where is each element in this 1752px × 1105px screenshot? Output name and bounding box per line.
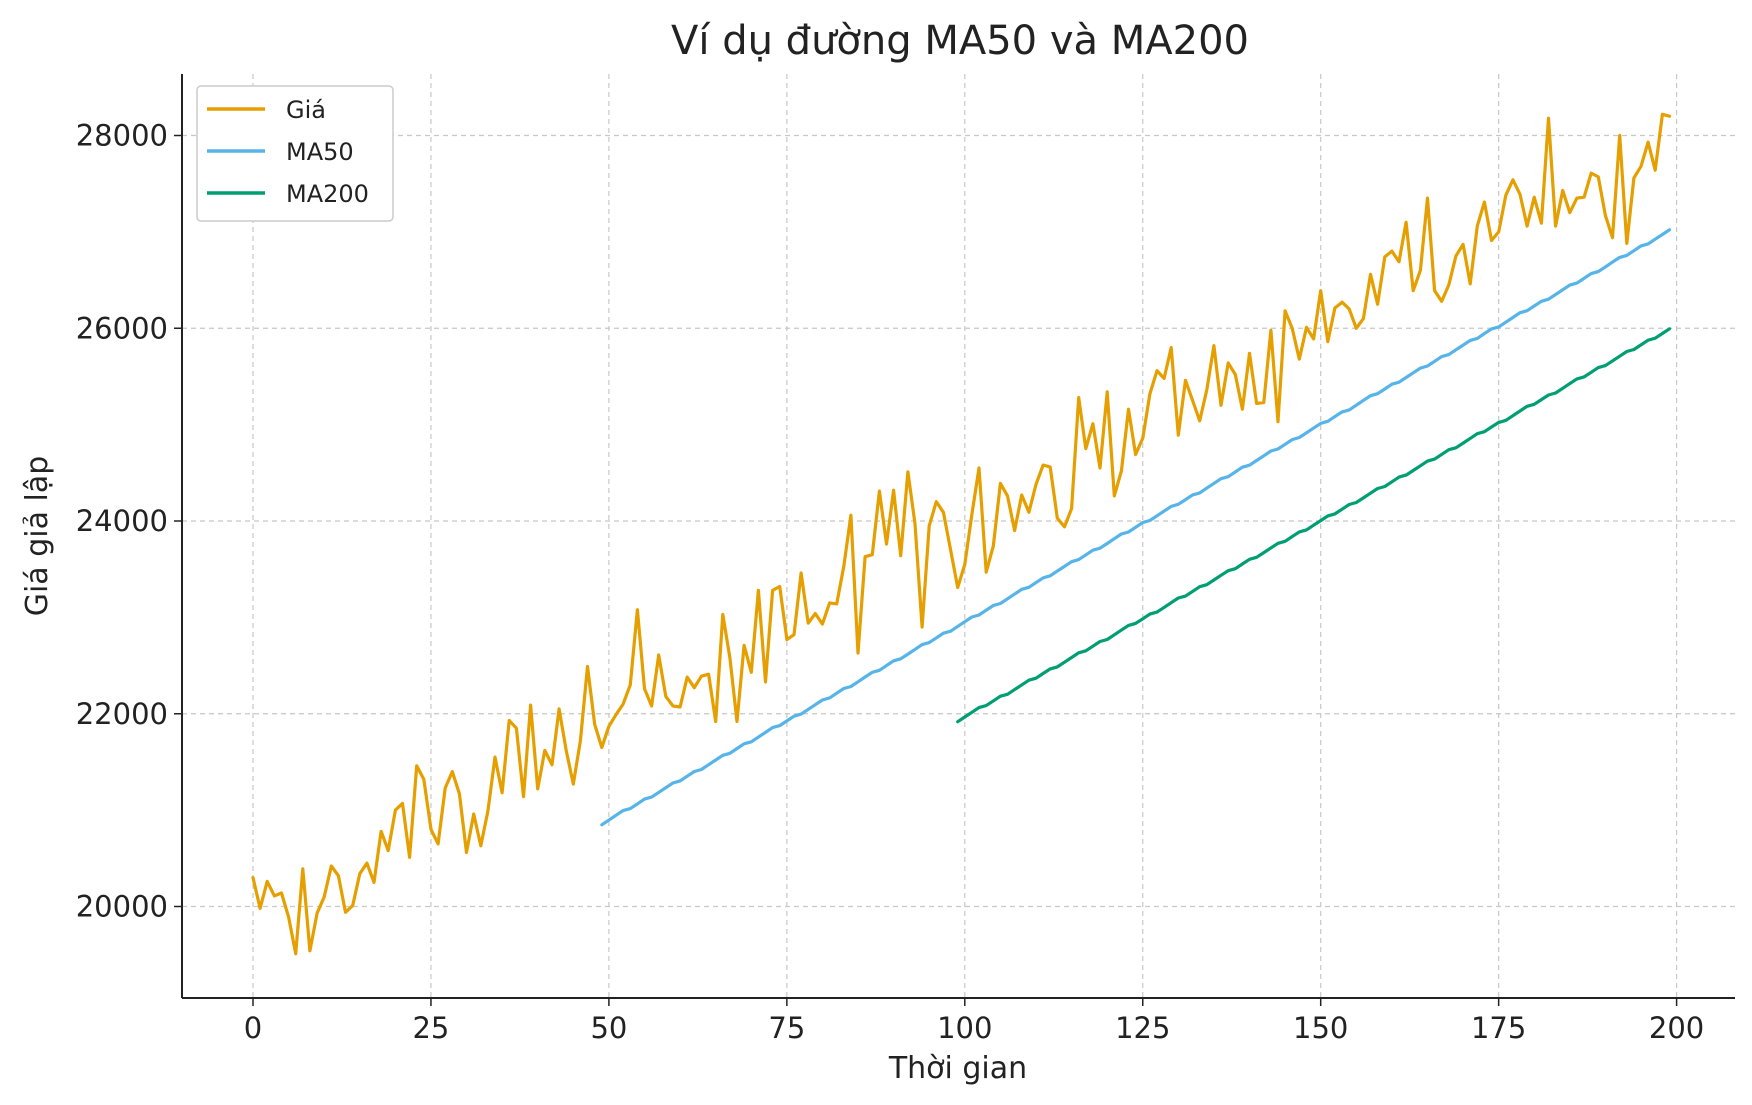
series-line-ma50 [600,228,1672,827]
legend-label-ma50: MA50 [286,138,354,166]
legend-box [196,85,394,222]
series-line-gia [251,112,1672,956]
x-tick-label: 100 [937,1011,992,1045]
x-tick-label: 200 [1649,1011,1704,1045]
series-line-ma200 [956,327,1672,724]
x-tick-label: 125 [1115,1011,1170,1045]
x-tick-label: 175 [1471,1011,1526,1045]
y-tick-label: 22000 [76,697,168,731]
x-tick-label: 150 [1293,1011,1348,1045]
y-axis-label: Giá giả lập [20,456,55,617]
series-layer [251,112,1672,956]
axes [181,74,1735,999]
ticks: 0 25 50 75 100 125 150 175 200 20000 22000 24000 260… [76,119,1705,1046]
y-tick-label: 20000 [76,890,168,924]
legend-label-ma200: MA200 [286,180,369,208]
x-tick-label: 25 [412,1011,449,1045]
legend: Giá MA50 MA200 [196,85,394,222]
x-tick-label: 75 [768,1011,805,1045]
y-tick-label: 24000 [76,504,168,538]
legend-label-gia: Giá [286,96,326,124]
x-axis-label: Thời gian [888,1051,1027,1086]
y-tick-label: 28000 [76,119,168,153]
x-tick-label: 50 [590,1011,627,1045]
y-tick-label: 26000 [76,311,168,345]
chart-title: Ví dụ đường MA50 và MA200 [671,18,1249,64]
grid [182,74,1735,998]
x-tick-label: 0 [244,1011,262,1045]
